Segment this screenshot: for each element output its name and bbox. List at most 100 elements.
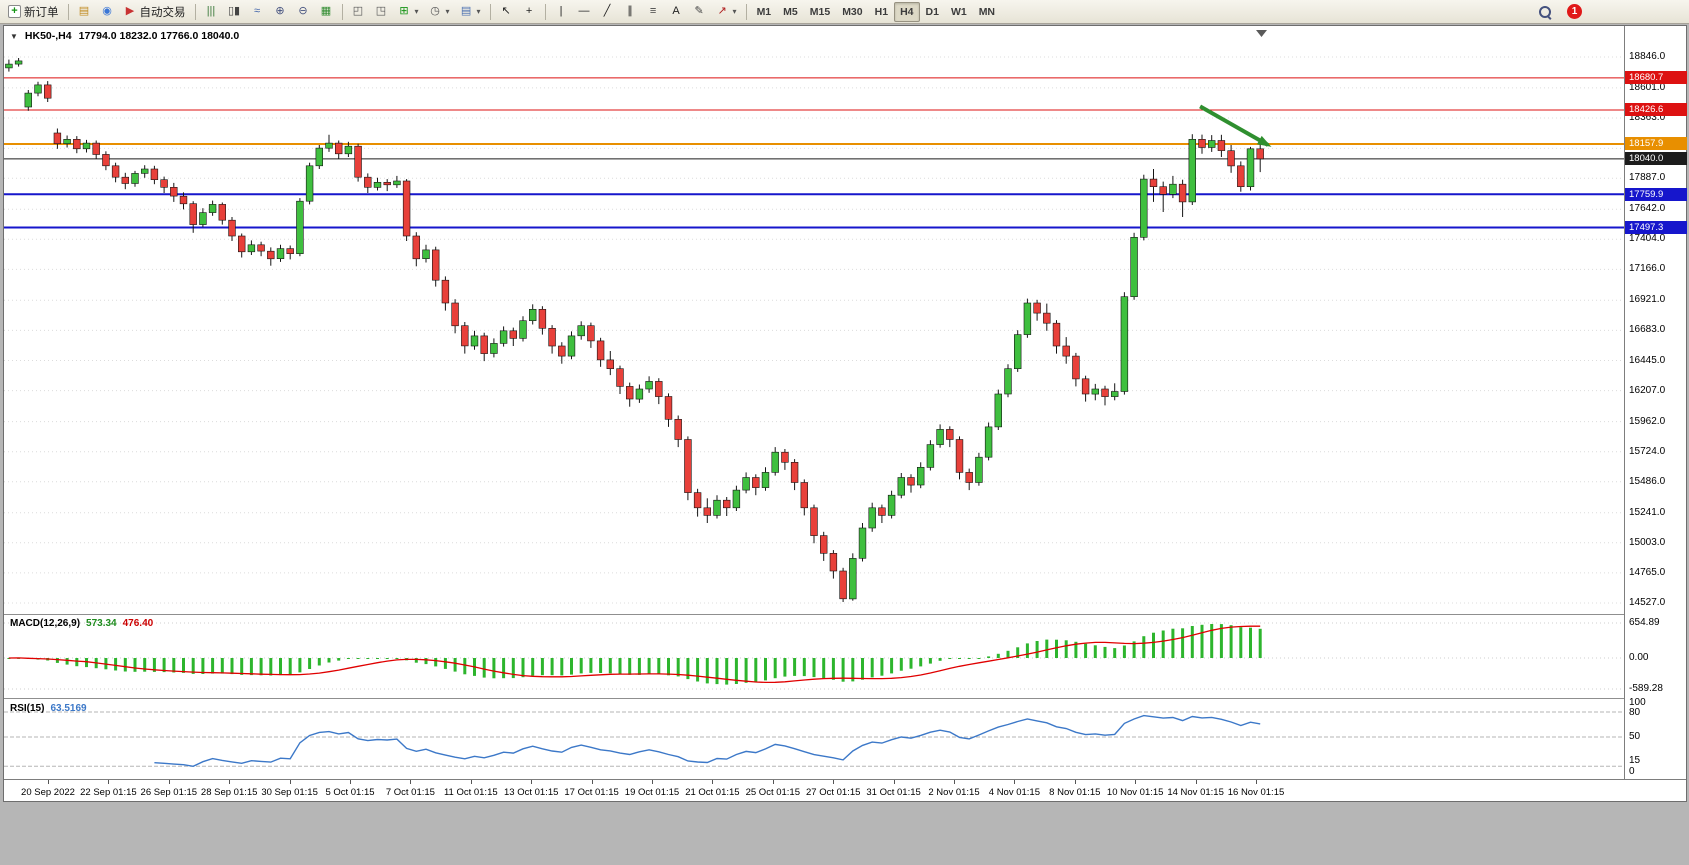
- macd-histogram-bar: [337, 658, 341, 661]
- price-chart-area[interactable]: [4, 26, 1624, 614]
- fibonacci-icon: ≡: [649, 5, 657, 17]
- dropdown-arrow-icon[interactable]: ▾: [732, 7, 737, 16]
- candle-body: [305, 165, 314, 202]
- arrows-button[interactable]: ↗ ▾: [711, 2, 742, 22]
- candle-body: [1013, 334, 1022, 370]
- search-button[interactable]: [1533, 2, 1557, 22]
- trendline-button[interactable]: ╱: [596, 2, 619, 22]
- new-order-button[interactable]: + 新订单: [3, 2, 64, 22]
- text-label-button[interactable]: ✎: [688, 2, 711, 22]
- macd-histogram-bar: [385, 658, 389, 659]
- macd-histogram-bar: [259, 658, 263, 676]
- cascade-windows-button[interactable]: ◳: [370, 2, 393, 22]
- indicators-button[interactable]: ⊞ ▾: [393, 2, 424, 22]
- timeframe-w1-button[interactable]: W1: [950, 5, 967, 18]
- macd-histogram-bar: [211, 658, 215, 674]
- candle-body: [936, 429, 944, 445]
- candle-body: [228, 219, 236, 237]
- candle-body: [829, 552, 838, 572]
- timeframe-d1-button[interactable]: D1: [925, 5, 939, 18]
- one-click-trading-toggle[interactable]: ▼: [10, 31, 18, 41]
- price-scale[interactable]: 18846.018601.018363.018123.017887.017642…: [1624, 26, 1687, 779]
- trend-arrow[interactable]: [1199, 104, 1269, 147]
- price-axis-label: 15241.0: [1629, 506, 1666, 518]
- macd-histogram-bar: [802, 658, 806, 677]
- data-window-button[interactable]: ◉: [96, 2, 119, 22]
- time-axis-tick: [712, 780, 714, 784]
- macd-histogram-bar: [143, 658, 147, 672]
- zoom-in-button[interactable]: ⊕: [269, 2, 292, 22]
- autotrading-button[interactable]: ▶ 自动交易: [119, 2, 191, 22]
- fibonacci-button[interactable]: ≡: [642, 2, 665, 22]
- timeframe-h4-button[interactable]: H4: [894, 1, 920, 22]
- clock-icon: ◷: [430, 5, 440, 17]
- new-order-icon: +: [8, 5, 21, 18]
- candle-body: [383, 182, 391, 186]
- bar-chart-button[interactable]: |||: [200, 2, 223, 22]
- templates-button[interactable]: ▤ ▾: [455, 2, 486, 22]
- candle-body: [655, 381, 663, 397]
- candle-body: [160, 179, 168, 188]
- macd-histogram-bar: [1064, 640, 1068, 658]
- autotrading-button-label: 自动交易: [139, 6, 186, 19]
- candle-body: [461, 325, 469, 347]
- macd-histogram-bar: [531, 658, 535, 676]
- text-button[interactable]: A: [665, 2, 688, 22]
- line-chart-icon: ≈: [253, 5, 261, 17]
- periods-button[interactable]: ◷ ▾: [424, 2, 455, 22]
- crosshair-button[interactable]: +: [518, 2, 541, 22]
- macd-histogram-bar: [608, 658, 612, 674]
- macd-histogram-bar: [1181, 628, 1185, 658]
- timeframe-m15-button[interactable]: M15: [809, 5, 831, 18]
- horizontal-line-button[interactable]: —: [573, 2, 596, 22]
- level-price-label: 18157.9: [1625, 137, 1687, 151]
- timeframe-mn-button[interactable]: MN: [978, 5, 996, 18]
- candle-body: [111, 165, 120, 178]
- candle-body: [1217, 140, 1226, 151]
- panel-separator[interactable]: [4, 698, 1686, 699]
- timeframe-h1-button[interactable]: H1: [874, 5, 889, 18]
- macd-histogram-bar: [1210, 624, 1214, 658]
- vertical-line-button[interactable]: |: [550, 2, 573, 22]
- time-axis-label: 28 Sep 01:15: [200, 787, 258, 798]
- timeframe-m30-button[interactable]: M30: [842, 5, 863, 18]
- tile-windows-button[interactable]: ▦: [315, 2, 338, 22]
- macd-histogram-bar: [647, 658, 651, 675]
- time-axis-label: 25 Oct 01:15: [745, 787, 800, 798]
- candle-body: [43, 84, 52, 99]
- channel-button[interactable]: ∥: [619, 2, 642, 22]
- candle-body: [509, 330, 517, 339]
- dropdown-arrow-icon[interactable]: ▾: [414, 7, 419, 16]
- autotrading-icon: ▶: [125, 5, 135, 17]
- notification-badge[interactable]: 1: [1567, 4, 1582, 19]
- chart-shift-marker[interactable]: [1256, 30, 1267, 37]
- cursor-button[interactable]: ↖: [495, 2, 518, 22]
- time-axis[interactable]: 20 Sep 2022 22 Sep 01:15 26 Sep 01:15 28 Se…: [4, 779, 1686, 801]
- candle-body: [790, 461, 799, 483]
- macd-histogram-bar: [822, 658, 826, 679]
- candle-body: [102, 154, 110, 167]
- macd-histogram-bar: [1035, 641, 1039, 658]
- macd-histogram-bar: [1200, 624, 1204, 658]
- zoom-out-button[interactable]: ⊖: [292, 2, 315, 22]
- timeframe-m1-button[interactable]: M1: [756, 5, 772, 18]
- time-axis-tick: [531, 780, 533, 784]
- arrange-windows-button[interactable]: ◰: [347, 2, 370, 22]
- candle-body: [965, 472, 973, 483]
- timeframe-m5-button[interactable]: M5: [783, 5, 798, 18]
- macd-histogram-bar: [764, 658, 767, 681]
- dropdown-arrow-icon[interactable]: ▾: [445, 7, 450, 16]
- line-chart-button[interactable]: ≈: [246, 2, 269, 22]
- macd-histogram-bar: [599, 658, 603, 673]
- profiles-button[interactable]: ▤: [73, 2, 96, 22]
- rsi-panel[interactable]: [4, 699, 1624, 779]
- dropdown-arrow-icon[interactable]: ▾: [476, 7, 481, 16]
- time-axis-tick: [48, 780, 49, 784]
- macd-histogram-bar: [1025, 643, 1029, 658]
- macd-histogram-bar: [977, 658, 981, 659]
- panel-separator[interactable]: [4, 614, 1686, 615]
- candle-chart-button[interactable]: ▯▮: [223, 2, 246, 22]
- candle-body: [1111, 391, 1119, 397]
- candle-body: [1256, 148, 1264, 160]
- macd-panel[interactable]: [4, 615, 1624, 698]
